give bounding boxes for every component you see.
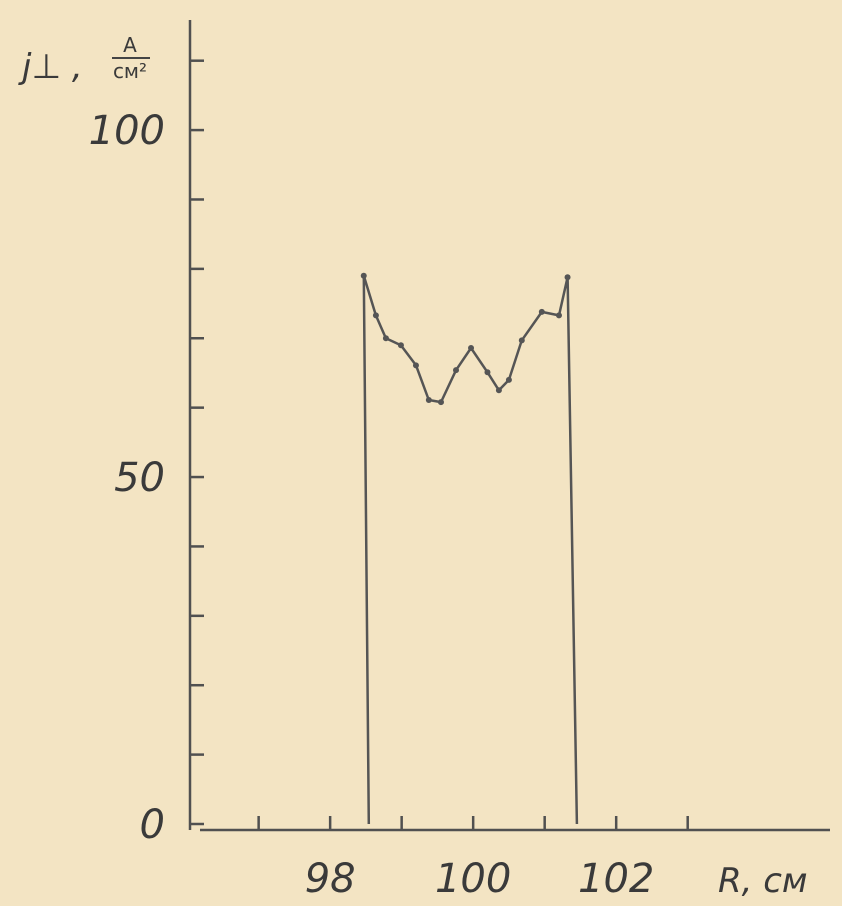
y-axis-unit-denominator: см² <box>113 59 147 83</box>
data-point <box>360 272 367 279</box>
x-axis-title: R, см <box>718 861 808 901</box>
data-point <box>484 369 491 376</box>
data-point <box>372 312 379 319</box>
data-point <box>538 308 545 315</box>
y-axis-symbol: j⊥ , <box>18 47 83 87</box>
y-tick-label: 0 <box>140 802 165 848</box>
data-point <box>412 362 419 369</box>
data-point <box>397 342 404 349</box>
x-tick-label: 98 <box>305 856 356 902</box>
x-tick-label: 100 <box>435 856 511 902</box>
y-axis-unit-numerator: A <box>123 33 137 57</box>
data-point <box>382 335 389 342</box>
data-point <box>437 399 444 406</box>
data-point <box>518 337 525 344</box>
y-tick-label: 100 <box>89 108 165 154</box>
data-point <box>555 312 562 319</box>
data-point <box>505 376 512 383</box>
x-tick-label: 102 <box>578 856 654 902</box>
y-tick-label: 50 <box>114 455 165 501</box>
data-point <box>468 344 475 351</box>
data-point <box>453 367 460 374</box>
data-point <box>425 397 432 404</box>
data-point <box>564 274 571 281</box>
data-point <box>495 387 502 394</box>
